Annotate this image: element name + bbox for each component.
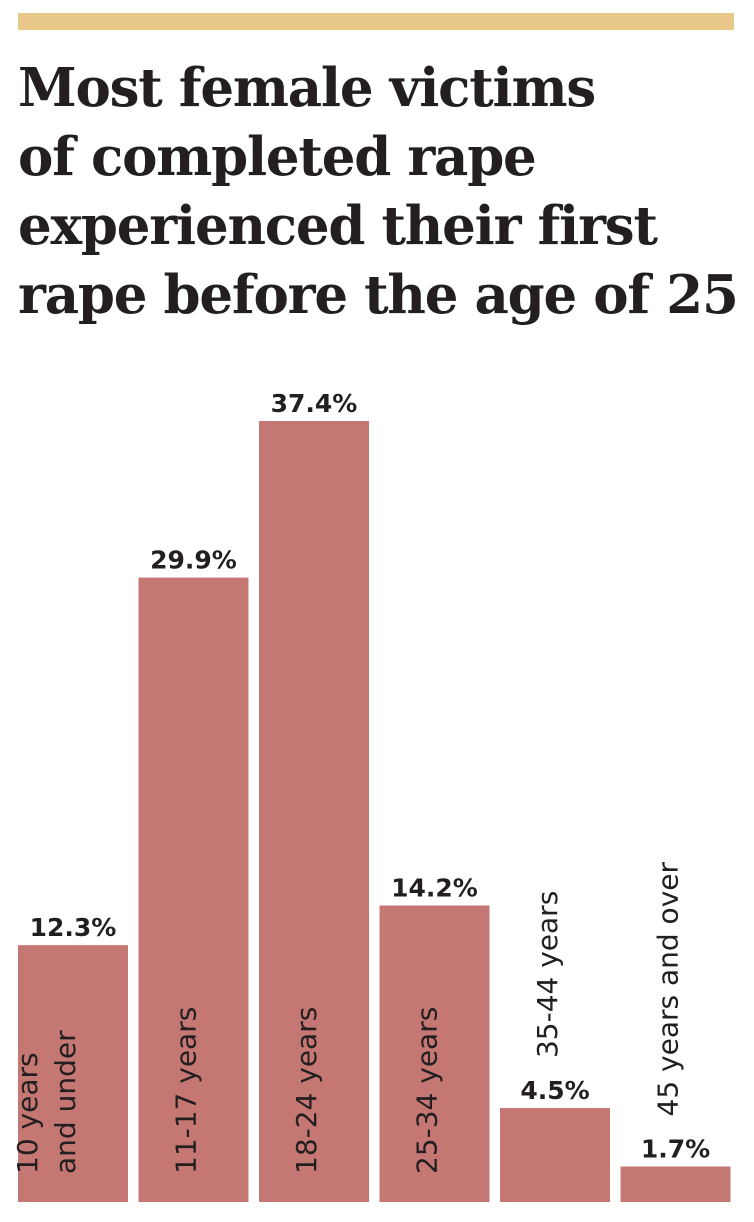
bar-value-label: 1.7% — [641, 1135, 710, 1164]
bar-value-label: 4.5% — [520, 1076, 589, 1105]
bar-value-label: 37.4% — [271, 389, 358, 418]
bar — [138, 577, 249, 1202]
bar-value-label: 12.3% — [30, 913, 117, 942]
bar — [620, 1166, 731, 1202]
bar — [18, 945, 128, 1202]
category-label: 25-34 years — [411, 1007, 444, 1174]
bar-value-label: 29.9% — [150, 546, 237, 575]
category-label: 10 years — [11, 1052, 44, 1174]
category-label: 45 years and over — [652, 862, 685, 1117]
category-label: and under — [49, 1030, 82, 1174]
bar — [379, 905, 490, 1202]
bar-value-label: 14.2% — [391, 873, 478, 902]
bar — [259, 421, 369, 1202]
top-accent-rule — [18, 13, 734, 30]
bar — [500, 1108, 610, 1202]
category-label: 11-17 years — [170, 1007, 203, 1174]
category-label: 18-24 years — [290, 1007, 323, 1174]
chart-title: Most female victims of completed rape ex… — [18, 57, 739, 326]
category-label: 35-44 years — [531, 891, 564, 1058]
